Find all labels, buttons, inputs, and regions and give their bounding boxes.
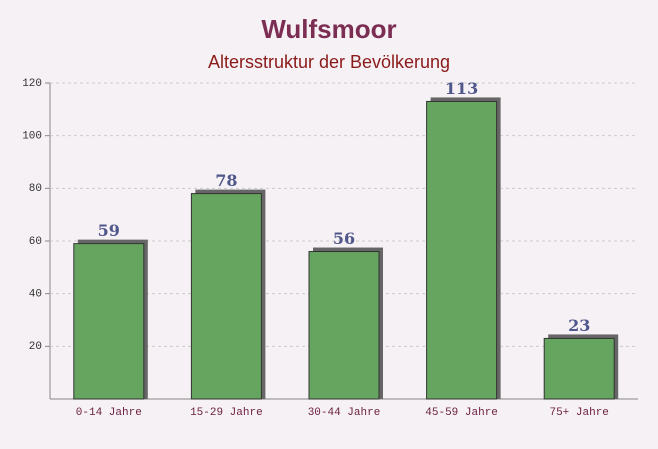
value-label: 23 (568, 316, 590, 335)
x-tick-label: 75+ Jahre (549, 407, 608, 419)
y-tick-label: 80 (29, 183, 42, 195)
x-tick-label: 15-29 Jahre (190, 407, 263, 419)
y-tick-label: 120 (22, 78, 42, 90)
bar (543, 337, 615, 400)
x-tick-label: 30-44 Jahre (308, 407, 381, 419)
y-tick-label: 40 (29, 289, 42, 301)
bar (426, 100, 498, 400)
x-tick-label: 0-14 Jahre (76, 407, 142, 419)
bar (308, 251, 380, 400)
bar (73, 243, 145, 400)
bar (190, 193, 262, 400)
value-label: 56 (333, 229, 355, 248)
value-label: 78 (215, 171, 237, 190)
y-tick-label: 20 (29, 341, 42, 353)
y-tick-label: 100 (22, 131, 42, 143)
x-tick-label: 45-59 Jahre (425, 407, 498, 419)
chart-title: Wulfsmoor (261, 14, 396, 44)
value-label: 113 (445, 79, 478, 98)
chart-subtitle: Altersstruktur der Bevölkerung (208, 52, 450, 72)
y-tick-label: 60 (29, 236, 42, 248)
value-label: 59 (98, 221, 120, 240)
